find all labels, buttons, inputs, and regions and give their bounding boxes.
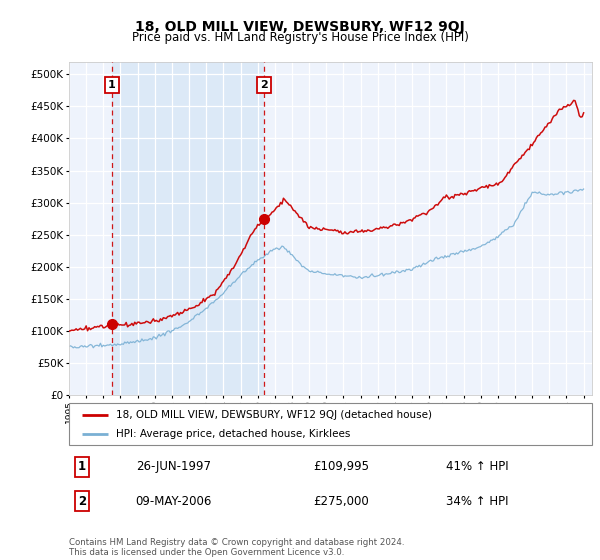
Text: HPI: Average price, detached house, Kirklees: HPI: Average price, detached house, Kirk…: [116, 429, 350, 439]
Text: £109,995: £109,995: [313, 460, 369, 473]
Text: 2: 2: [78, 494, 86, 508]
Text: 1: 1: [108, 80, 116, 90]
Text: 18, OLD MILL VIEW, DEWSBURY, WF12 9QJ (detached house): 18, OLD MILL VIEW, DEWSBURY, WF12 9QJ (d…: [116, 410, 432, 420]
Text: Price paid vs. HM Land Registry's House Price Index (HPI): Price paid vs. HM Land Registry's House …: [131, 31, 469, 44]
Text: 09-MAY-2006: 09-MAY-2006: [136, 494, 212, 508]
Bar: [112, 62, 264, 395]
Text: 34% ↑ HPI: 34% ↑ HPI: [446, 494, 508, 508]
Text: 18, OLD MILL VIEW, DEWSBURY, WF12 9QJ: 18, OLD MILL VIEW, DEWSBURY, WF12 9QJ: [135, 20, 465, 34]
Text: Contains HM Land Registry data © Crown copyright and database right 2024.
This d: Contains HM Land Registry data © Crown c…: [69, 538, 404, 557]
Text: 1: 1: [78, 460, 86, 473]
Text: 26-JUN-1997: 26-JUN-1997: [136, 460, 211, 473]
Text: 41% ↑ HPI: 41% ↑ HPI: [446, 460, 508, 473]
Text: £275,000: £275,000: [313, 494, 369, 508]
Text: 2: 2: [260, 80, 268, 90]
